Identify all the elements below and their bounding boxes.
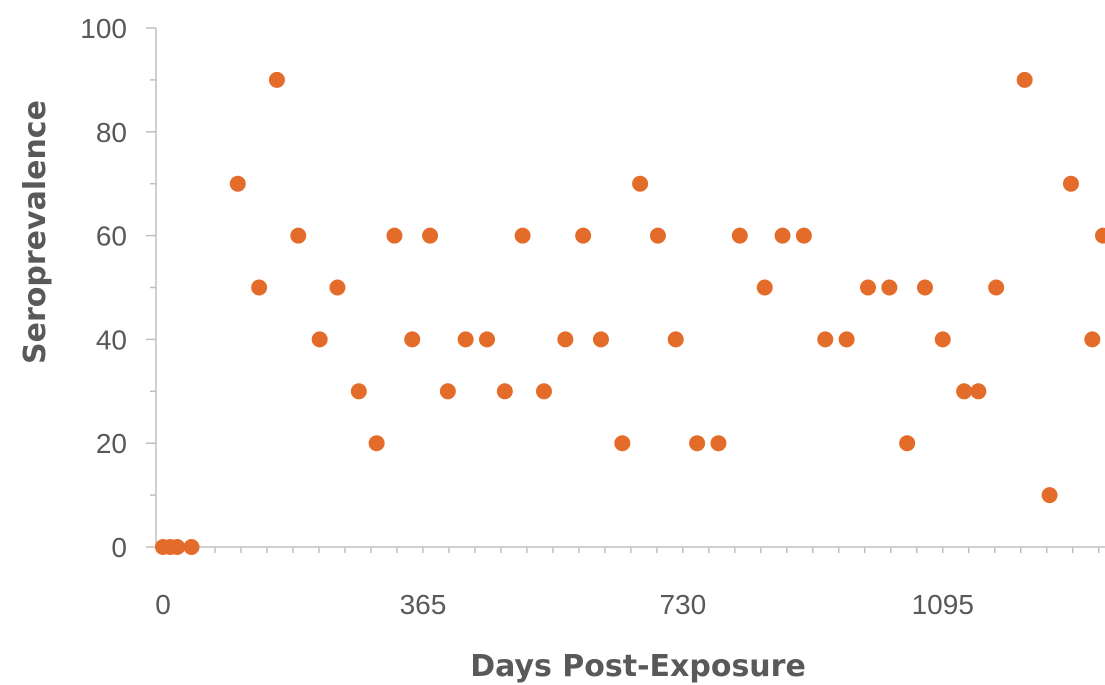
data-point: [916, 279, 933, 296]
x-tick-label: 1095: [912, 589, 974, 620]
data-point: [756, 279, 773, 296]
y-tick-label: 40: [96, 324, 127, 355]
data-points: [155, 71, 1105, 555]
data-point: [311, 331, 328, 348]
data-point: [404, 331, 421, 348]
x-axis-title: Days Post-Exposure: [470, 649, 806, 684]
data-point: [1095, 227, 1105, 244]
data-point: [229, 175, 246, 192]
data-point: [667, 331, 684, 348]
data-point: [731, 227, 748, 244]
y-tick-label: 80: [96, 117, 127, 148]
x-tick-label: 365: [400, 589, 447, 620]
data-point: [575, 227, 592, 244]
data-point: [1084, 331, 1101, 348]
y-tick-label: 100: [80, 13, 127, 44]
data-point: [838, 331, 855, 348]
data-point: [1016, 71, 1033, 88]
data-point: [614, 435, 631, 452]
data-point: [817, 331, 834, 348]
data-point: [899, 435, 916, 452]
data-point: [422, 227, 439, 244]
y-tick-label: 20: [96, 428, 127, 459]
data-point: [710, 435, 727, 452]
data-point: [439, 383, 456, 400]
data-point: [795, 227, 812, 244]
data-point: [457, 331, 474, 348]
data-point: [169, 539, 186, 555]
data-point: [535, 383, 552, 400]
data-point: [632, 175, 649, 192]
data-point: [514, 227, 531, 244]
x-tick-labels: 0 365 730 1095: [155, 589, 974, 620]
axes: [146, 27, 1105, 553]
data-point: [860, 279, 876, 296]
y-axis-title: Seroprevalence: [18, 100, 53, 364]
data-point: [970, 383, 987, 400]
data-point: [1041, 487, 1058, 504]
data-point: [592, 331, 609, 348]
data-point: [774, 227, 791, 244]
data-point: [988, 279, 1005, 296]
x-tick-label: 0: [155, 589, 171, 620]
data-point: [350, 383, 367, 400]
data-point: [956, 383, 973, 400]
data-point: [1062, 175, 1079, 192]
data-point: [183, 539, 200, 555]
data-point: [934, 331, 951, 348]
data-point: [268, 71, 285, 88]
data-point: [496, 383, 513, 400]
data-point: [368, 435, 385, 452]
data-point: [251, 279, 268, 296]
y-tick-label: 60: [96, 221, 127, 252]
y-tick-label: 0: [111, 532, 127, 563]
data-point: [479, 331, 496, 348]
data-point: [881, 279, 898, 296]
data-point: [689, 435, 706, 452]
data-point: [649, 227, 666, 244]
x-tick-label: 730: [659, 589, 706, 620]
data-point: [329, 279, 346, 296]
data-point: [386, 227, 403, 244]
data-point: [557, 331, 574, 348]
data-point: [290, 227, 307, 244]
y-tick-labels: 0 20 40 60 80 100: [80, 13, 127, 563]
